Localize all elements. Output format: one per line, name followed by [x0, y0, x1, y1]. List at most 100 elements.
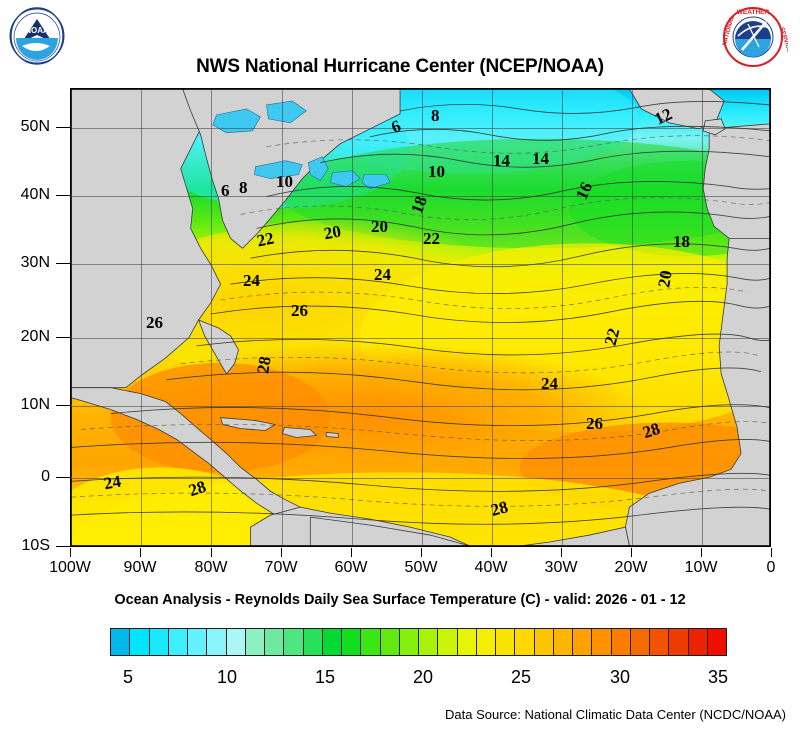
colorbar-cell-8 — [265, 629, 285, 655]
axis-top-tick — [492, 88, 493, 89]
contour-label: 26 — [146, 313, 163, 332]
colorbar-cell-10 — [303, 629, 323, 655]
colorbar-cell-30 — [688, 629, 708, 655]
axis-x-label-60w: 60W — [334, 559, 368, 576]
gridline-lon-60w — [352, 89, 353, 546]
gridline-lat-40n — [71, 196, 770, 197]
axis-x-tick — [701, 548, 702, 557]
colorbar-cell-4 — [188, 629, 208, 655]
colorbar-cell-27 — [630, 629, 650, 655]
colorbar-cell-21 — [515, 629, 535, 655]
colorbar-tick-5: 5 — [122, 667, 133, 687]
colorbar-cell-25 — [592, 629, 612, 655]
noaa-logo: NOAA — [8, 6, 66, 66]
axis-y-label-50n: 50N — [20, 118, 50, 135]
contour-label: 24 — [243, 271, 260, 290]
sst-map[interactable]: 6 8 12 8 10 10 14 14 16 18 18 6 20 20 22… — [70, 88, 771, 547]
contour-label: 10 — [276, 172, 293, 191]
gridline-lat-30n — [71, 264, 770, 265]
nws-logo: WEATHER NATIONAL SERVICE — [718, 6, 792, 68]
axis-y-tick — [56, 546, 70, 547]
axis-x-tick — [631, 548, 632, 557]
colorbar-cell-2 — [149, 629, 169, 655]
svg-text:NOAA: NOAA — [25, 26, 49, 35]
axis-x-label-20w: 20W — [614, 559, 648, 576]
axis-y-label-0: 0 — [41, 468, 50, 485]
axis-x-label-90w: 90W — [123, 559, 157, 576]
contour-label: 10 — [428, 162, 445, 181]
contour-label: 28 — [253, 354, 275, 375]
sst-field — [71, 89, 770, 546]
axis-x-tick — [70, 548, 71, 557]
gridline-lon-20w — [632, 89, 633, 546]
contour-label: 8 — [431, 106, 440, 125]
colorbar-cell-19 — [476, 629, 496, 655]
contour-label: 26 — [291, 301, 308, 320]
axis-y-label-10s: 10S — [21, 537, 50, 554]
colorbar-cell-28 — [650, 629, 670, 655]
axis-x-label-0: 0 — [766, 559, 776, 576]
contour-label: 18 — [673, 232, 690, 251]
colorbar-cell-13 — [361, 629, 381, 655]
colorbar-tick-20: 20 — [412, 667, 434, 687]
contour-label: 20 — [654, 268, 676, 289]
axis-top-tick — [141, 88, 142, 89]
axis-x-label-70w: 70W — [264, 559, 298, 576]
svg-text:WEATHER: WEATHER — [737, 9, 770, 16]
gridline-lat-0 — [71, 478, 770, 479]
axis-x-tick — [771, 548, 772, 557]
axis-y-tick — [56, 263, 70, 264]
colorbar-cell-0 — [111, 629, 131, 655]
colorbar-cell-18 — [457, 629, 477, 655]
contour-label: 6 — [221, 181, 230, 200]
axis-y-tick — [56, 477, 70, 478]
contour-label: 20 — [371, 217, 388, 236]
colorbar-cell-12 — [342, 629, 362, 655]
axis-y-label-20n: 20N — [20, 328, 50, 345]
gridline-lon-10w — [702, 89, 703, 546]
colorbar-cell-16 — [419, 629, 439, 655]
axis-x-label-30w: 30W — [544, 559, 578, 576]
axis-top-tick — [562, 88, 563, 89]
contour-label: 8 — [239, 178, 248, 197]
axis-x-label-100w: 100W — [49, 559, 91, 576]
contour-label: 24 — [541, 374, 558, 393]
axis-x-tick — [421, 548, 422, 557]
contour-label: 24 — [102, 471, 123, 494]
colorbar-cell-14 — [380, 629, 400, 655]
axis-y-tick — [56, 127, 70, 128]
axis-top-tick — [632, 88, 633, 89]
colorbar-cell-9 — [284, 629, 304, 655]
colorbar-cell-29 — [669, 629, 689, 655]
axis-x-tick — [351, 548, 352, 557]
chart-subtitle: Ocean Analysis - Reynolds Daily Sea Surf… — [114, 592, 686, 608]
colorbar-cell-15 — [399, 629, 419, 655]
axis-top-tick — [282, 88, 283, 89]
axis-top-tick — [352, 88, 353, 89]
axis-top-tick — [702, 88, 703, 89]
page-title: NWS National Hurricane Center (NCEP/NOAA… — [196, 56, 604, 77]
colorbar-tick-10: 10 — [216, 667, 238, 687]
colorbar-tick-25: 25 — [510, 667, 532, 687]
axis-x-tick — [491, 548, 492, 557]
colorbar-tick-15: 15 — [314, 667, 336, 687]
gridline-lon-80w — [211, 89, 212, 546]
axis-y-label-10n: 10N — [20, 396, 50, 413]
colorbar-cell-31 — [707, 629, 726, 655]
colorbar-cell-23 — [553, 629, 573, 655]
colorbar-cell-26 — [611, 629, 631, 655]
colorbar-cell-11 — [322, 629, 342, 655]
gridline-lon-40w — [492, 89, 493, 546]
temperature-colorbar[interactable] — [110, 628, 727, 656]
axis-x-label-80w: 80W — [194, 559, 228, 576]
colorbar-cell-6 — [226, 629, 246, 655]
colorbar-tick-35: 35 — [707, 667, 729, 687]
gridline-lat-20n — [71, 338, 770, 339]
axis-x-label-50w: 50W — [404, 559, 438, 576]
gridline-lon-50w — [422, 89, 423, 546]
colorbar-cell-5 — [207, 629, 227, 655]
axis-x-tick — [281, 548, 282, 557]
contour-label: 14 — [493, 151, 510, 170]
axis-y-tick — [56, 337, 70, 338]
colorbar-cell-1 — [130, 629, 150, 655]
